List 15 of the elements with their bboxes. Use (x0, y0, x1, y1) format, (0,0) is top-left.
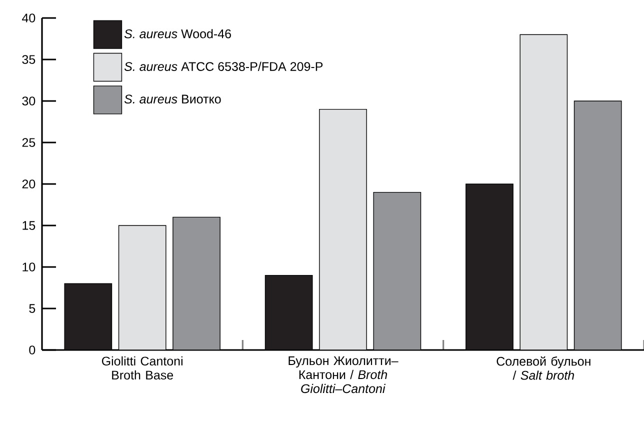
y-tick-label: 10 (22, 262, 36, 272)
y-tick-label: 5 (29, 304, 36, 313)
y-tick-label: 30 (22, 96, 36, 106)
y-tick-label: 40 (22, 14, 36, 22)
y-tick-label: 25 (22, 138, 36, 147)
legend-label: S. aureus Wood-46 (124, 29, 231, 38)
x-tick-label: Giolitti Cantoni Broth Base (102, 356, 182, 380)
legend-label: S. aureus Виотко (124, 94, 221, 104)
legend-label: S. aureus ATCC 6538-P/FDA 209-P (124, 62, 323, 71)
x-tick-label: Бульон Жиолитти–Кантони / Broth Giolitti–Cantoni (288, 356, 398, 394)
y-tick-label: 20 (22, 180, 36, 188)
y-tick-label: 0 (29, 346, 36, 354)
y-tick-label: 35 (22, 55, 36, 64)
x-tick-label: Солевой бульон / Salt broth (496, 356, 590, 380)
y-tick-label: 15 (22, 221, 36, 230)
